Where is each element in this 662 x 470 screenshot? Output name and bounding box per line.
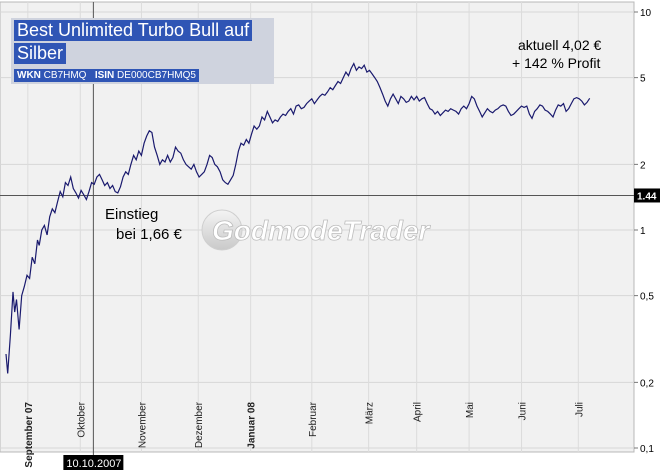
watermark-text: GodmodeTrader	[212, 215, 431, 246]
date-marker-label: 10.10.2007	[66, 458, 121, 470]
x-tick-label: Dezember	[194, 401, 205, 448]
x-tick-label: Februar	[308, 401, 319, 437]
x-tick-label: Oktober	[76, 401, 87, 437]
y-tick-label: 10	[640, 8, 652, 19]
y-tick-label: 0,5	[640, 292, 654, 303]
price-marker-badge	[634, 188, 660, 203]
wkn-value: CB7HMQ	[43, 70, 87, 81]
current-price-note: aktuell 4,02 €	[518, 37, 602, 53]
entry-note-line1: Einstieg	[105, 206, 159, 223]
security-identifiers: WKN CB7HMQ ISIN DE000CB7HMQ5	[14, 69, 199, 82]
y-tick-label: 2	[640, 160, 646, 171]
x-tick-label: Juli	[574, 402, 585, 417]
x-axis: September 07 Oktober November Dezember Janua…	[24, 401, 585, 467]
chart-title-line1: Best Unlimited Turbo Bull auf	[14, 20, 253, 41]
y-tick-label: 0,2	[640, 378, 654, 389]
x-tick-label: Mai	[465, 402, 476, 418]
x-tick-label: November	[137, 401, 148, 448]
y-tick-label: 0,1	[640, 444, 654, 455]
x-tick-label: April	[413, 402, 424, 422]
y-tick-label: 1	[640, 226, 646, 237]
profit-note: + 142 % Profit	[512, 55, 601, 71]
series-line	[5, 62, 591, 374]
watermark-logo: GodmodeTrader	[201, 209, 432, 251]
wkn-label: WKN	[17, 70, 41, 81]
x-tick-label: Juni	[518, 402, 529, 420]
date-marker-badge	[63, 455, 124, 470]
isin-label: ISIN	[94, 70, 115, 81]
price-marker-label: 1.44	[637, 191, 657, 202]
isin-value: DE000CB7HMQ5	[117, 70, 196, 81]
x-tick-label: September 07	[24, 402, 35, 468]
x-tick-label: Januar 08	[247, 402, 258, 449]
y-tick-label: 5	[640, 74, 646, 85]
chart-title-line2: Silber	[14, 43, 67, 64]
y-axis: 10 5 2 1 0,5 0,2 0,1	[634, 8, 654, 455]
x-tick-label: März	[365, 402, 376, 424]
entry-note-line2: bei 1,66 €	[116, 226, 182, 243]
